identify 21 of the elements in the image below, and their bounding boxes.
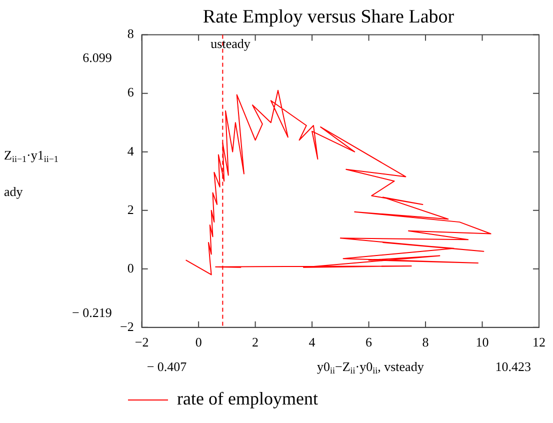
y-tick-label: 6 [127, 84, 134, 100]
y-tick-label: 2 [127, 202, 134, 217]
x-tick-label: 0 [195, 334, 202, 350]
x-tick-label: 10 [476, 334, 489, 350]
x-tick-label: 12 [532, 334, 546, 350]
x-tick-label: 6 [366, 334, 373, 350]
text: ady [4, 184, 24, 200]
chart-title: Rate Employ versus Share Labor [202, 6, 455, 28]
x-tick-label: 2 [252, 334, 259, 350]
y-tick-label: 8 [127, 26, 134, 42]
y-tick-label: 4 [127, 143, 134, 158]
text: 10.423 [495, 358, 531, 374]
x-tick-label: 4 [308, 334, 316, 350]
text: 6.099 [82, 50, 112, 66]
text: − 0.407 [146, 358, 188, 374]
text: − 0.219 [72, 304, 112, 320]
y-tick-label: 0 [127, 260, 134, 276]
x-tick-label: 8 [422, 334, 429, 350]
legend-label: rate of employment [177, 388, 318, 409]
y-tick-label: −2 [120, 318, 134, 334]
ref-line-label: usteady [210, 36, 251, 52]
